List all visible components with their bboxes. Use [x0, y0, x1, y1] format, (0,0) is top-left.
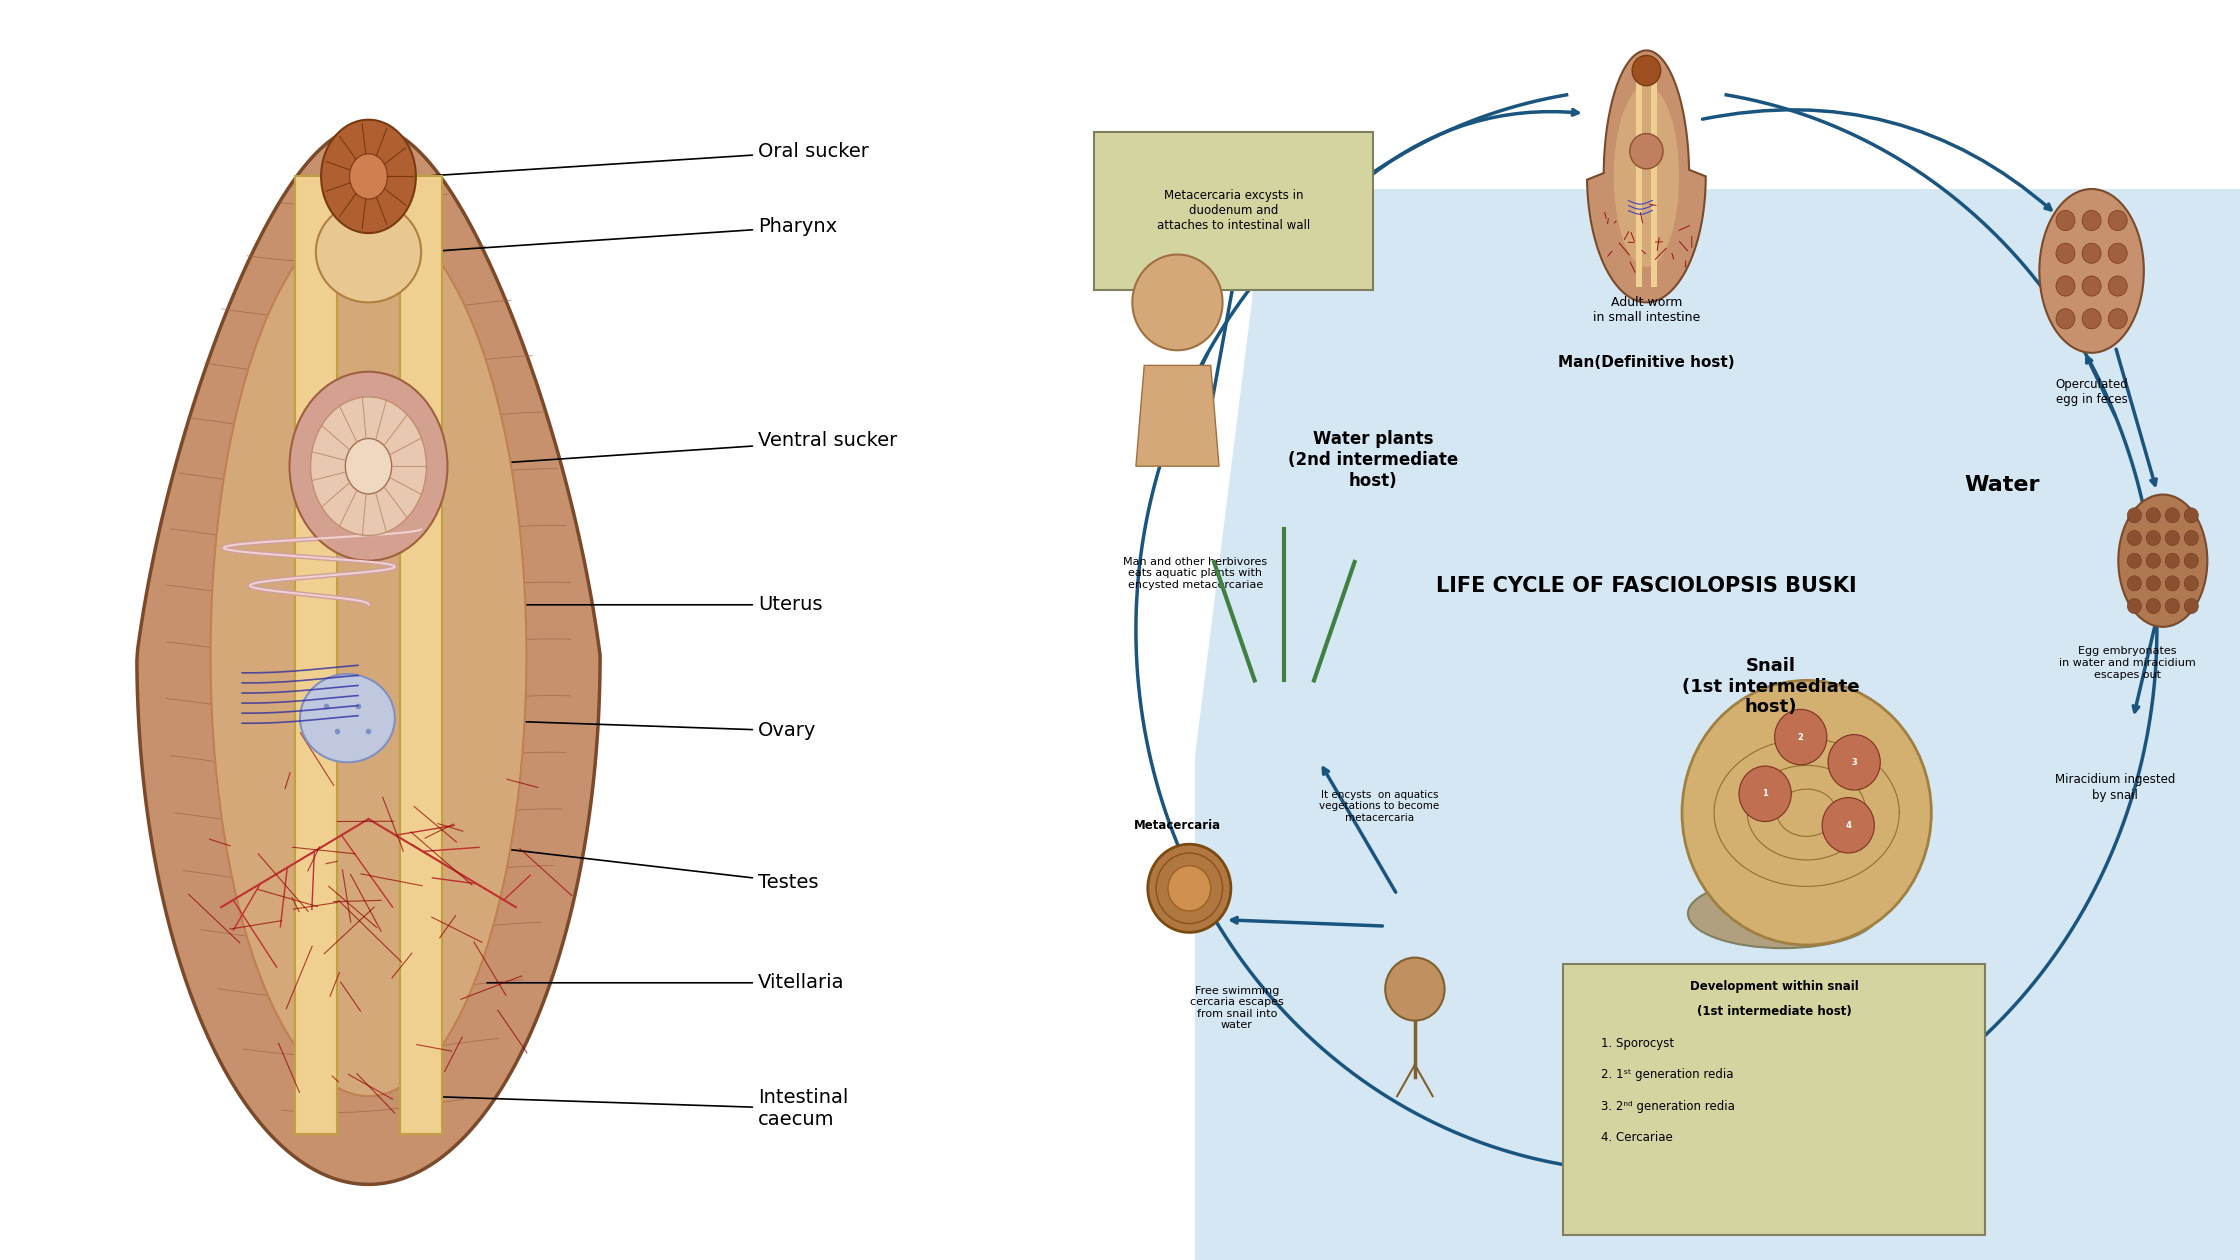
Circle shape — [2083, 210, 2101, 231]
Circle shape — [1384, 958, 1445, 1021]
Text: 4. Cercariae: 4. Cercariae — [1602, 1131, 1673, 1144]
Text: Uterus: Uterus — [446, 595, 822, 615]
Circle shape — [1633, 55, 1660, 86]
Text: Vitellaria: Vitellaria — [486, 973, 844, 993]
Circle shape — [2146, 508, 2159, 523]
Circle shape — [2128, 598, 2141, 614]
Circle shape — [1738, 766, 1792, 822]
Circle shape — [2108, 210, 2128, 231]
Text: 3: 3 — [1850, 757, 1857, 767]
Circle shape — [2184, 576, 2197, 591]
Circle shape — [289, 372, 448, 561]
Circle shape — [2166, 598, 2180, 614]
Text: Snail
(1st intermediate
host): Snail (1st intermediate host) — [1682, 656, 1859, 717]
Circle shape — [2083, 276, 2101, 296]
Circle shape — [2128, 508, 2141, 523]
Ellipse shape — [2119, 494, 2206, 626]
Circle shape — [2108, 276, 2128, 296]
Text: It encysts  on aquatics
vegetations to become
metacercaria: It encysts on aquatics vegetations to be… — [1319, 790, 1440, 823]
Circle shape — [2184, 508, 2197, 523]
Ellipse shape — [316, 202, 421, 302]
Text: Operculated
egg in feces: Operculated egg in feces — [2056, 378, 2128, 406]
Circle shape — [2184, 553, 2197, 568]
Circle shape — [2146, 530, 2159, 546]
Circle shape — [1821, 798, 1875, 853]
Circle shape — [2166, 530, 2180, 546]
Polygon shape — [1635, 66, 1642, 287]
Text: Testes: Testes — [466, 844, 818, 892]
Text: 1. Sporocyst: 1. Sporocyst — [1602, 1037, 1676, 1050]
Circle shape — [2056, 276, 2074, 296]
Circle shape — [1167, 866, 1210, 911]
Text: Development within snail: Development within snail — [1691, 980, 1859, 993]
FancyBboxPatch shape — [1564, 964, 1985, 1235]
Polygon shape — [1588, 50, 1707, 302]
Circle shape — [2166, 576, 2180, 591]
Text: Man and other herbivores
eats aquatic plants with
encysted metacercariae: Man and other herbivores eats aquatic pl… — [1122, 557, 1268, 590]
Ellipse shape — [300, 674, 394, 762]
Text: Water plants
(2nd intermediate
host): Water plants (2nd intermediate host) — [1288, 430, 1458, 490]
Circle shape — [2083, 309, 2101, 329]
Text: Intestinal
caecum: Intestinal caecum — [423, 1089, 849, 1129]
Circle shape — [311, 397, 426, 536]
Ellipse shape — [211, 214, 526, 1096]
Circle shape — [1774, 709, 1828, 765]
Text: Miracidium ingested
by snail: Miracidium ingested by snail — [2054, 774, 2175, 801]
Polygon shape — [137, 126, 600, 1184]
Circle shape — [2184, 530, 2197, 546]
Circle shape — [2128, 576, 2141, 591]
Polygon shape — [296, 176, 336, 1134]
Text: 1: 1 — [1763, 789, 1767, 799]
Text: Egg embryonates
in water and miracidium
escapes out: Egg embryonates in water and miracidium … — [2059, 646, 2195, 679]
Text: Water: Water — [1964, 475, 2041, 495]
Circle shape — [1828, 735, 1879, 790]
Text: Free swimming
cercaria escapes
from snail into
water: Free swimming cercaria escapes from snai… — [1189, 985, 1284, 1031]
Text: 2: 2 — [1799, 732, 1803, 742]
Circle shape — [2108, 243, 2128, 263]
Circle shape — [2108, 309, 2128, 329]
Circle shape — [2184, 598, 2197, 614]
Circle shape — [1631, 134, 1662, 169]
Circle shape — [349, 154, 388, 199]
Ellipse shape — [1613, 86, 1680, 267]
Polygon shape — [1651, 66, 1658, 287]
Circle shape — [1682, 680, 1931, 945]
Polygon shape — [1136, 365, 1219, 466]
Circle shape — [2128, 553, 2141, 568]
Text: Metacercaria excysts in
duodenum and
attaches to intestinal wall: Metacercaria excysts in duodenum and att… — [1156, 189, 1310, 232]
Text: (1st intermediate host): (1st intermediate host) — [1698, 1005, 1852, 1018]
Text: Ovary: Ovary — [423, 718, 815, 741]
Polygon shape — [401, 176, 441, 1134]
Circle shape — [2056, 243, 2074, 263]
Polygon shape — [1196, 189, 2240, 1260]
Circle shape — [2056, 210, 2074, 231]
Ellipse shape — [1689, 879, 1877, 948]
Text: LIFE CYCLE OF FASCIOLOPSIS BUSKI: LIFE CYCLE OF FASCIOLOPSIS BUSKI — [1436, 576, 1857, 596]
Circle shape — [2128, 530, 2141, 546]
Circle shape — [1147, 844, 1230, 932]
Text: Oral sucker: Oral sucker — [423, 141, 869, 176]
Circle shape — [345, 438, 392, 494]
Circle shape — [2146, 553, 2159, 568]
Circle shape — [2083, 243, 2101, 263]
FancyBboxPatch shape — [1095, 132, 1373, 290]
Text: Man(Definitive host): Man(Definitive host) — [1559, 355, 1734, 370]
Circle shape — [320, 120, 417, 233]
Ellipse shape — [2038, 189, 2144, 353]
Text: 4: 4 — [1846, 820, 1850, 830]
Circle shape — [2166, 553, 2180, 568]
Circle shape — [2146, 576, 2159, 591]
Circle shape — [1133, 255, 1223, 350]
Circle shape — [2166, 508, 2180, 523]
Circle shape — [2146, 598, 2159, 614]
Text: Metacercaria: Metacercaria — [1133, 819, 1221, 832]
Text: Adult worm
in small intestine: Adult worm in small intestine — [1593, 296, 1700, 324]
Text: 2. 1ˢᵗ generation redia: 2. 1ˢᵗ generation redia — [1602, 1068, 1734, 1081]
Text: Pharynx: Pharynx — [423, 217, 838, 252]
Text: 3. 2ⁿᵈ generation redia: 3. 2ⁿᵈ generation redia — [1602, 1100, 1736, 1113]
Text: Ventral sucker: Ventral sucker — [455, 431, 898, 466]
Circle shape — [2056, 309, 2074, 329]
